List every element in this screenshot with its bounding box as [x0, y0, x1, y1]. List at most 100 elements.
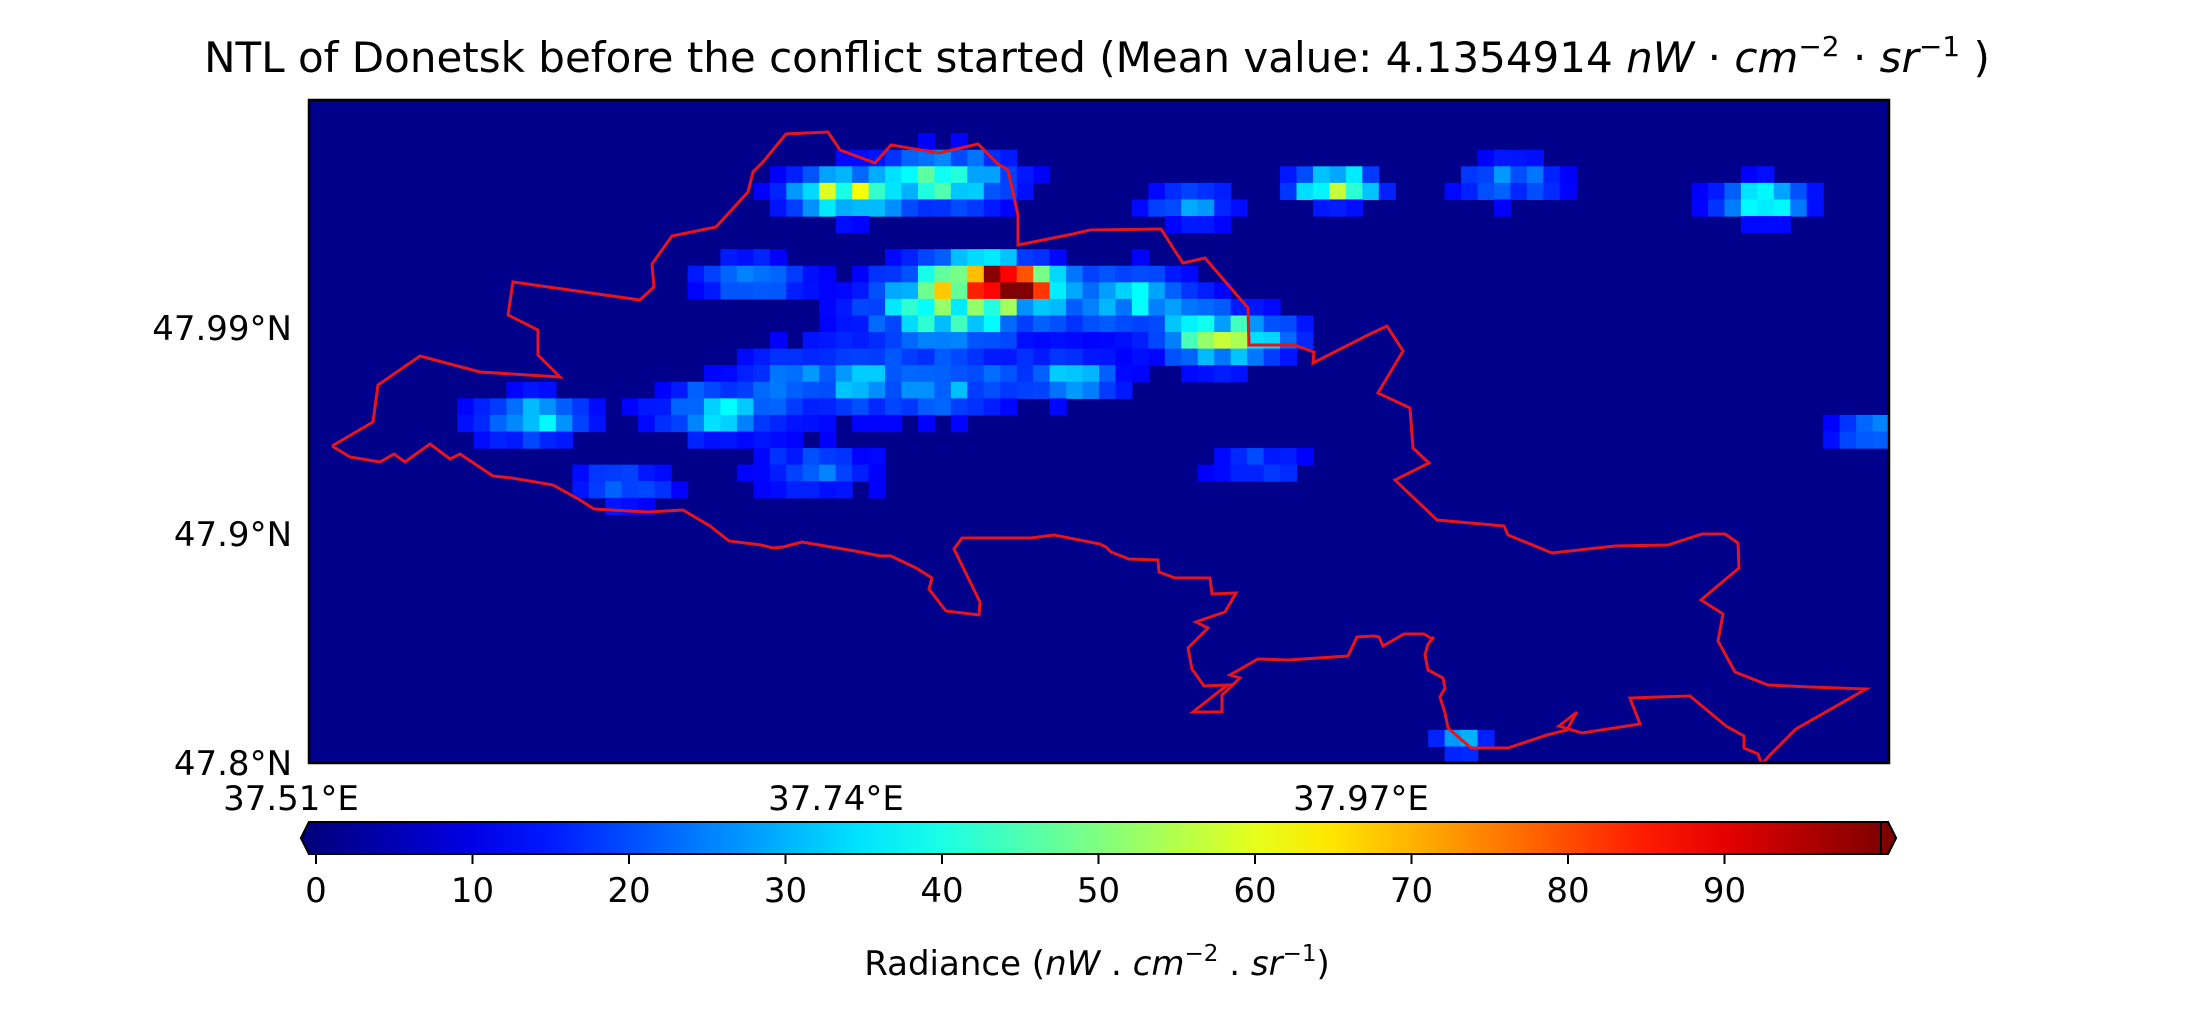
heat-cell — [736, 414, 754, 433]
heat-cell — [1872, 431, 1889, 449]
heat-cell — [1757, 216, 1775, 234]
heat-cell — [1477, 182, 1495, 201]
heat-cell — [1494, 166, 1512, 184]
heat-cell — [1263, 464, 1281, 482]
colorbar: 0 10 20 30 40 50 60 70 80 90 Radiance (nW . cm−2 … — [299, 821, 1898, 984]
heat-cell — [950, 265, 968, 283]
heat-cell — [802, 464, 820, 482]
heat-cell — [852, 448, 870, 466]
colorbar-tick-label-6: 60 — [1233, 871, 1276, 911]
heat-cell — [769, 398, 787, 416]
heat-cell — [1115, 282, 1133, 300]
heat-cell — [868, 398, 886, 416]
heat-cell — [1131, 332, 1149, 350]
heat-cell — [1115, 365, 1133, 383]
heat-cell — [1099, 282, 1117, 300]
heat-cell — [769, 381, 787, 399]
heat-cell — [1181, 315, 1199, 333]
heat-cell — [1131, 365, 1149, 383]
heat-cell — [835, 398, 853, 416]
heat-cell — [934, 348, 952, 366]
heat-cell — [885, 365, 903, 383]
heat-cell — [704, 398, 722, 416]
colorbar-tick-label-0: 0 — [305, 871, 327, 911]
heat-cell — [934, 398, 952, 416]
heat-cell — [1247, 448, 1265, 466]
heat-cell — [1461, 166, 1479, 184]
heat-cell — [1131, 315, 1149, 333]
heat-cell — [736, 249, 754, 267]
heat-cell — [1263, 332, 1281, 350]
heat-cell — [868, 199, 886, 217]
heat-cell — [1345, 199, 1363, 217]
heat-cell — [753, 481, 771, 499]
colorbar-tick-label-8: 80 — [1546, 871, 1589, 911]
heat-cell — [1099, 348, 1117, 366]
heat-cell — [1197, 282, 1215, 300]
heat-cell — [901, 149, 919, 167]
heat-cell — [1197, 332, 1215, 350]
heat-cell — [868, 332, 886, 350]
heat-cell — [1230, 464, 1248, 482]
heat-cell — [901, 265, 919, 283]
heat-cell — [1164, 298, 1182, 317]
heat-cell — [1164, 265, 1182, 283]
heat-cell — [1230, 298, 1248, 317]
heat-cell — [819, 381, 837, 399]
heat-cell — [506, 414, 524, 433]
heat-cell — [1773, 199, 1791, 217]
heat-cell — [868, 315, 886, 333]
heat-cell — [753, 348, 771, 366]
colorbar-tick-label-7: 70 — [1390, 871, 1433, 911]
heat-cell — [934, 315, 952, 333]
heat-cell — [917, 182, 936, 201]
heat-cell — [1214, 348, 1232, 366]
heat-cell — [1740, 216, 1758, 234]
heat-cell — [852, 332, 870, 350]
heat-cell — [786, 398, 804, 416]
heat-cell — [1806, 199, 1824, 217]
heat-cell — [588, 398, 606, 416]
heat-cell — [1066, 298, 1084, 317]
heat-cell — [1461, 746, 1479, 763]
heat-cell — [885, 182, 903, 201]
heat-cell — [1362, 166, 1380, 184]
colorbar-gradient — [316, 822, 1881, 854]
heat-cell — [1214, 365, 1232, 383]
heat-cell — [885, 332, 903, 350]
heat-cell — [885, 199, 903, 217]
heat-cell — [621, 464, 639, 482]
heat-cell — [868, 166, 886, 184]
heat-cell — [819, 448, 837, 466]
heat-cell — [1691, 182, 1709, 201]
heat-cell — [1839, 414, 1857, 433]
heat-cell — [885, 149, 903, 167]
heat-cell — [1033, 332, 1051, 350]
heat-cell — [1823, 414, 1841, 433]
heat-cell — [802, 332, 820, 350]
heat-cell — [819, 282, 837, 300]
heat-cell — [917, 133, 936, 151]
heat-cell — [720, 398, 738, 416]
heat-cell — [852, 414, 870, 433]
heat-cell — [1181, 216, 1199, 234]
heat-cell — [786, 166, 804, 184]
heat-cell — [934, 182, 952, 201]
heat-cell — [605, 481, 623, 499]
heat-cell — [671, 414, 689, 433]
heat-cell — [473, 431, 491, 449]
heat-cell — [769, 464, 787, 482]
heat-cell — [835, 216, 853, 234]
heat-cell — [1181, 282, 1199, 300]
heat-cell — [1082, 298, 1100, 317]
heat-cell — [720, 265, 738, 283]
heat-cell — [1461, 182, 1479, 201]
heat-cell — [1016, 166, 1034, 184]
chart-title: NTL of Donetsk before the conflict start… — [204, 30, 1990, 82]
heat-cell — [835, 381, 853, 399]
heat-cell — [1806, 182, 1824, 201]
heat-cell — [769, 481, 787, 499]
heat-cell — [1345, 166, 1363, 184]
heat-cell — [1707, 199, 1726, 217]
heat-cell — [1247, 348, 1265, 366]
